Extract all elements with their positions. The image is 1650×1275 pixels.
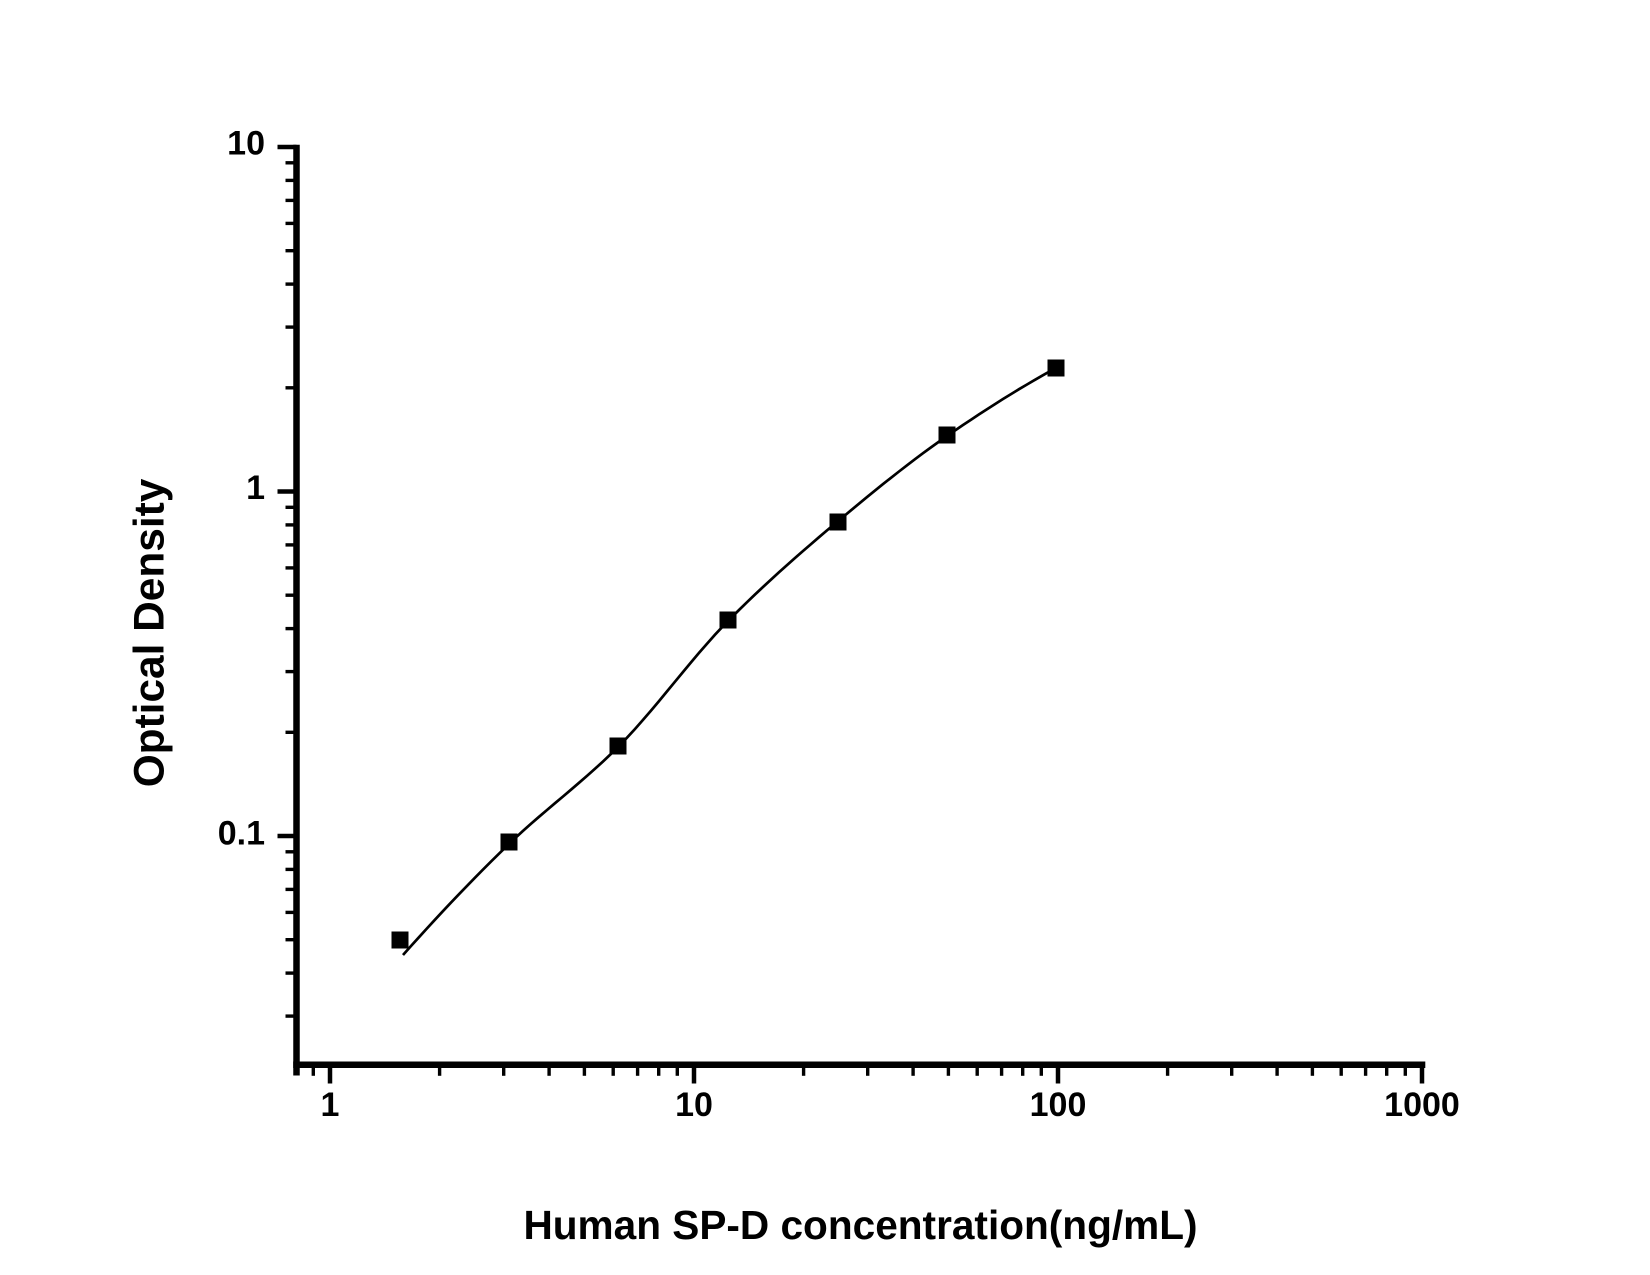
svg-text:1: 1 — [246, 469, 265, 507]
svg-text:10: 10 — [675, 1086, 713, 1124]
svg-text:Human SP-D concentration(ng/mL: Human SP-D concentration(ng/mL) — [523, 1202, 1197, 1248]
svg-text:100: 100 — [1030, 1086, 1087, 1124]
svg-text:1: 1 — [321, 1086, 340, 1124]
svg-text:1000: 1000 — [1384, 1086, 1460, 1124]
svg-text:10: 10 — [227, 125, 265, 163]
svg-text:Optical Density: Optical Density — [126, 478, 173, 787]
svg-text:0.1: 0.1 — [218, 815, 265, 853]
